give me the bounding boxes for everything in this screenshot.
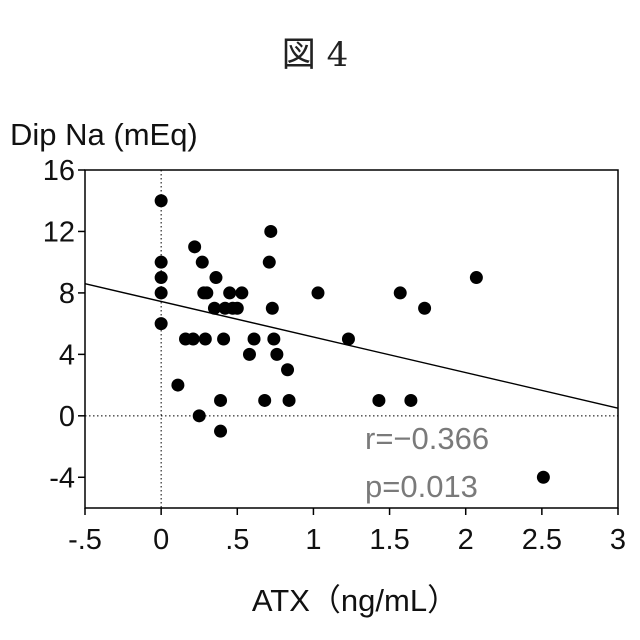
data-point	[155, 256, 168, 269]
data-point	[188, 240, 201, 253]
data-point	[155, 271, 168, 284]
data-point	[266, 302, 279, 315]
data-point	[231, 302, 244, 315]
x-tick-label: 3	[610, 524, 626, 556]
data-point	[281, 363, 294, 376]
data-point	[264, 225, 277, 238]
data-point	[394, 286, 407, 299]
data-point	[270, 348, 283, 361]
data-point	[214, 394, 227, 407]
x-axis-ticks: -.5 0 .5 1 1.5 2 2.5 3	[68, 508, 626, 556]
y-tick-label: 4	[59, 339, 75, 371]
data-point	[217, 333, 230, 346]
data-point	[267, 333, 280, 346]
data-point	[311, 286, 324, 299]
data-point	[235, 286, 248, 299]
data-point	[223, 286, 236, 299]
x-tick-label: 1	[305, 524, 321, 556]
figure-label: 図 4	[282, 35, 348, 75]
data-point	[418, 302, 431, 315]
y-tick-label: 16	[43, 155, 75, 187]
data-point	[537, 471, 550, 484]
x-tick-label: 1.5	[369, 524, 409, 556]
data-point	[155, 194, 168, 207]
y-tick-label: 0	[59, 401, 75, 433]
data-point	[155, 286, 168, 299]
data-point	[155, 317, 168, 330]
data-point	[258, 394, 271, 407]
data-point	[470, 271, 483, 284]
data-point	[263, 256, 276, 269]
x-tick-label: .5	[225, 524, 249, 556]
data-point	[404, 394, 417, 407]
data-point	[214, 425, 227, 438]
p-value-annotation: p=0.013	[365, 469, 478, 504]
data-points	[155, 194, 550, 484]
data-point	[243, 348, 256, 361]
regression-line	[85, 284, 618, 408]
y-tick-label: 12	[43, 216, 75, 248]
data-point	[193, 409, 206, 422]
data-point	[248, 333, 261, 346]
x-tick-label: 0	[153, 524, 169, 556]
data-point	[342, 333, 355, 346]
data-point	[200, 286, 213, 299]
data-point	[283, 394, 296, 407]
x-tick-label: -.5	[68, 524, 102, 556]
data-point	[209, 271, 222, 284]
data-point	[199, 333, 212, 346]
data-point	[171, 379, 184, 392]
x-tick-label: 2.5	[522, 524, 562, 556]
data-point	[372, 394, 385, 407]
y-tick-label: 8	[59, 278, 75, 310]
data-point	[196, 256, 209, 269]
x-axis-label: ATX（ng/mL）	[252, 583, 458, 618]
y-tick-label: -4	[49, 462, 75, 494]
x-tick-label: 2	[458, 524, 474, 556]
data-point	[187, 333, 200, 346]
y-axis-ticks: -4 0 4 8 12 16	[43, 155, 85, 494]
correlation-annotation: r=−0.366	[365, 421, 489, 456]
y-axis-label: Dip Na (mEq)	[10, 117, 198, 152]
